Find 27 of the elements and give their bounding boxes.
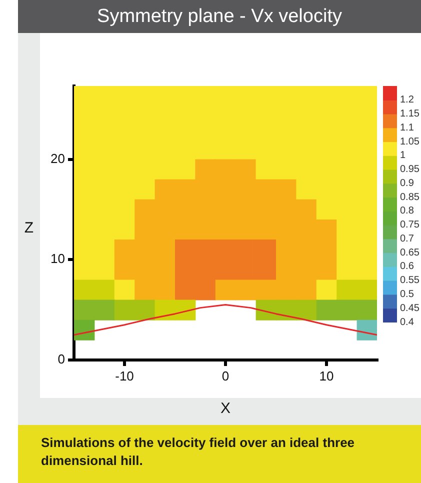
color-bar-label: 0.4 xyxy=(400,316,414,328)
y-tick-label: 20 xyxy=(50,150,65,166)
color-bar-label: 1.2 xyxy=(400,94,414,106)
color-bar-label: 1.1 xyxy=(400,122,414,134)
color-bar-label: 0.7 xyxy=(400,233,414,244)
text: Simulations of the velocity field over an ideal three dimensional hill. xyxy=(18,425,421,483)
color-bar-label: 0.8 xyxy=(400,206,414,217)
color-bar-label: 0.65 xyxy=(400,247,420,258)
color-bar-label: 1 xyxy=(400,150,406,162)
color-bar-label: 0.6 xyxy=(400,261,414,272)
x-tick-label: -10 xyxy=(115,368,134,384)
color-bar-label: 0.5 xyxy=(400,288,414,300)
x-axis-title: X xyxy=(220,400,231,418)
x-tick-label: 0 xyxy=(222,368,230,384)
color-bar-label: 0.75 xyxy=(400,220,420,231)
chart-title: Symmetry plane - Vx velocity xyxy=(18,0,421,33)
color-bar-label: 0.55 xyxy=(400,275,420,286)
x-tick-label: 10 xyxy=(319,368,334,384)
color-bar-label: 1.15 xyxy=(400,108,420,120)
y-tick-label: 10 xyxy=(50,251,65,266)
color-bar-label: 0.9 xyxy=(400,178,414,189)
color-bar-label: 0.95 xyxy=(400,164,420,176)
y-tick-label: 0 xyxy=(58,352,65,367)
y-axis-title: Z xyxy=(24,220,34,237)
color-bar-label: 0.85 xyxy=(400,192,420,203)
color-bar-label: 0.45 xyxy=(400,302,420,314)
color-bar-label: 1.05 xyxy=(400,136,420,148)
